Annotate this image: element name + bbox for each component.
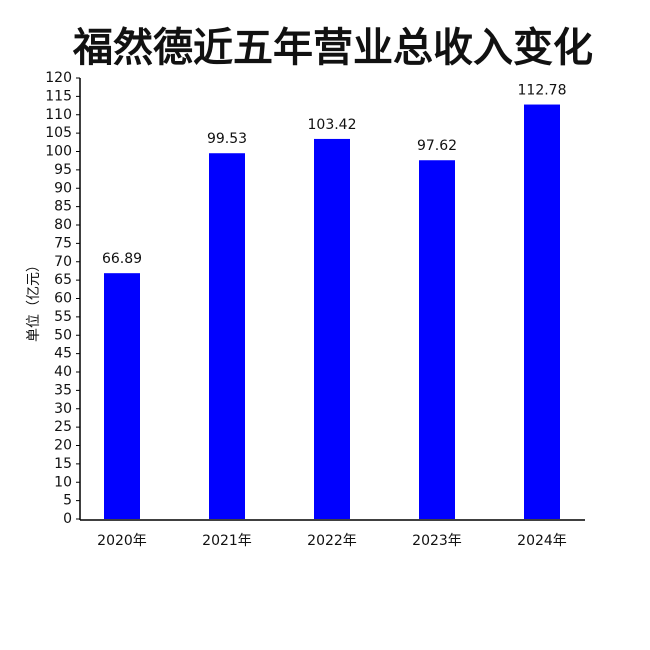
y-tick-label: 85 bbox=[54, 199, 72, 215]
y-tick-label: 120 bbox=[45, 70, 72, 86]
y-tick-label: 110 bbox=[45, 107, 72, 123]
y-tick-label: 55 bbox=[54, 309, 72, 325]
y-tick-label: 35 bbox=[54, 382, 72, 398]
chart-title: 福然德近五年营业总收入变化 bbox=[72, 25, 593, 71]
bar bbox=[104, 273, 140, 519]
y-tick-label: 115 bbox=[45, 88, 72, 104]
value-label: 66.89 bbox=[102, 251, 142, 267]
x-tick-label: 2024年 bbox=[517, 533, 567, 549]
y-tick-label: 25 bbox=[54, 419, 72, 435]
bar bbox=[524, 104, 560, 519]
y-tick-label: 95 bbox=[54, 162, 72, 178]
value-label: 99.53 bbox=[207, 131, 247, 147]
y-tick-label: 105 bbox=[45, 125, 72, 141]
y-tick-label: 0 bbox=[63, 511, 72, 527]
y-tick-label: 90 bbox=[54, 180, 72, 196]
value-label: 112.78 bbox=[518, 83, 567, 99]
y-tick-label: 60 bbox=[54, 291, 72, 307]
x-tick-label: 2021年 bbox=[202, 533, 252, 549]
value-label: 103.42 bbox=[308, 117, 357, 133]
y-tick-label: 100 bbox=[45, 144, 72, 160]
value-label: 97.62 bbox=[417, 138, 457, 154]
x-tick-label: 2023年 bbox=[412, 533, 462, 549]
y-tick-label: 5 bbox=[63, 493, 72, 509]
y-tick-label: 50 bbox=[54, 327, 72, 343]
y-tick-label: 15 bbox=[54, 456, 72, 472]
y-tick-label: 80 bbox=[54, 217, 72, 233]
bar bbox=[209, 153, 245, 520]
y-axis-label: 单位（亿元） bbox=[26, 258, 42, 342]
y-tick-label: 75 bbox=[54, 235, 72, 251]
x-tick-label: 2020年 bbox=[97, 533, 147, 549]
y-tick-label: 20 bbox=[54, 438, 72, 454]
y-tick-label: 30 bbox=[54, 401, 72, 417]
y-tick-label: 40 bbox=[54, 364, 72, 380]
x-tick-label: 2022年 bbox=[307, 533, 357, 549]
y-tick-label: 70 bbox=[54, 254, 72, 270]
y-tick-label: 45 bbox=[54, 346, 72, 362]
bar bbox=[314, 138, 350, 519]
y-tick-label: 65 bbox=[54, 272, 72, 288]
y-tick-label: 10 bbox=[54, 474, 72, 490]
bar bbox=[419, 160, 455, 519]
